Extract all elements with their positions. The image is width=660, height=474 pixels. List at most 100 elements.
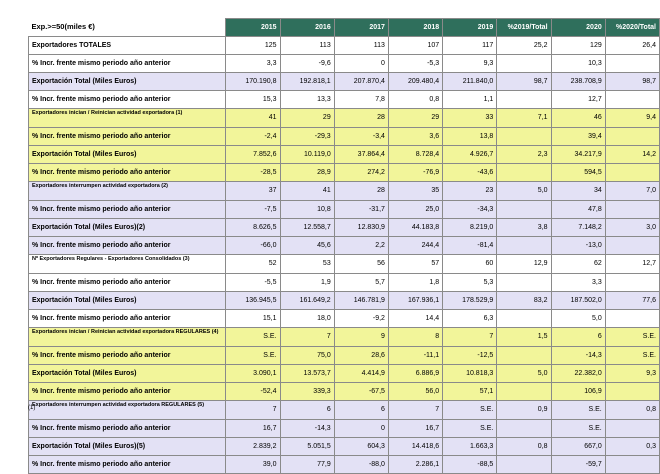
table-cell: 77,9 (279, 455, 335, 474)
table-row: Exportación Total (Miles Euros) 3.090,1 13… (27, 364, 660, 383)
table-cell: 47,8 (550, 200, 606, 219)
row-label: Exportadores interrumpen actividad expor… (27, 400, 227, 420)
table-cell: 6.886,9 (387, 364, 444, 383)
table-cell: 7,0 (604, 181, 660, 201)
table-cell: 125 (225, 36, 281, 55)
table-cell: 238.708,9 (550, 72, 606, 91)
row-label: Exportadores interrumpen actividad expor… (27, 181, 227, 201)
row-label: Exportación Total (Miles Euros) (27, 364, 227, 383)
table-cell: 98,7 (496, 72, 552, 91)
table-cell (604, 163, 660, 182)
table-cell: 9 (333, 327, 389, 347)
table-cell: 16,7 (387, 419, 444, 438)
row-label: % Incr. frente mismo periodo año anterio… (27, 90, 227, 109)
table-cell: -13,0 (550, 236, 606, 255)
table-cell: 28 (333, 181, 389, 201)
table-body: Exportadores TOTALES 125 113 113 107 117 25,2 1… (27, 36, 660, 474)
table-cell: 29 (387, 108, 444, 128)
table-cell: 12,7 (550, 90, 606, 109)
table-cell: 77,6 (604, 291, 660, 310)
table-cell: -11,1 (387, 346, 444, 365)
table-cell: S.E. (442, 419, 498, 438)
table-cell: 1,8 (387, 273, 444, 292)
table-cell: -34,3 (442, 200, 498, 219)
table-cell: 0,8 (496, 437, 552, 456)
table-cell: 22.382,0 (550, 364, 606, 383)
table-cell: 113 (333, 36, 389, 55)
row-label: Exportación Total (Miles Euros) (27, 291, 227, 310)
table-cell: -2,4 (225, 127, 281, 146)
table-cell (604, 273, 660, 292)
table-cell: 44.183,8 (387, 218, 444, 237)
table-cell: 34 (550, 181, 606, 201)
table-cell: 56,0 (387, 382, 444, 401)
table-cell: 604,3 (333, 437, 389, 456)
table-cell: 57 (387, 254, 444, 274)
table-cell: S.E. (604, 346, 660, 365)
row-label: % Incr. frente mismo periodo año anterio… (27, 346, 227, 365)
table-row: Exportadores interrumpen actividad expor… (27, 400, 660, 420)
table-cell: 15,3 (225, 90, 281, 109)
table-cell (496, 346, 552, 365)
table-cell: 28 (333, 108, 389, 128)
table-row: % Incr. frente mismo periodo año anterio… (27, 90, 660, 109)
table-cell: 8 (387, 327, 444, 347)
table-cell (604, 236, 660, 255)
table-cell: 16,7 (225, 419, 281, 438)
table-row: Exportadores inician / Reinician activid… (27, 108, 660, 128)
table-cell: 207.870,4 (333, 72, 389, 91)
table-cell: 46 (550, 108, 606, 128)
row-label: % Incr. frente mismo periodo año anterio… (27, 273, 227, 292)
table-cell: 9,3 (442, 54, 498, 73)
row-label: Exportadores inician / Reinician activid… (27, 108, 227, 128)
table-cell: 0 (333, 419, 389, 438)
row-label: Exportadores inician / Reinician activid… (27, 327, 227, 347)
table-cell: 7,8 (333, 90, 389, 109)
table-cell: -29,3 (279, 127, 335, 146)
table-cell: 26,4 (604, 36, 660, 55)
table-row: % Incr. frente mismo periodo año anterio… (27, 382, 660, 401)
table-cell: -28,5 (225, 163, 281, 182)
table-cell: 9,3 (604, 364, 660, 383)
table-cell (496, 273, 552, 292)
table-cell: 7 (225, 400, 281, 420)
table-cell: 8.626,5 (225, 218, 281, 237)
column-header: %2020/Total (604, 18, 660, 37)
table-cell: 6,3 (442, 309, 498, 328)
table-cell (496, 309, 552, 328)
table-cell (496, 455, 552, 474)
table-cell (604, 419, 660, 438)
table-row: Exportadores interrumpen actividad expor… (27, 181, 660, 201)
table-cell: -52,4 (225, 382, 281, 401)
table-cell: 29 (279, 108, 335, 128)
corner-label: Exp.>=50(miles €) (28, 18, 226, 37)
table-cell: -7,5 (225, 200, 281, 219)
table-cell: 129 (550, 36, 606, 55)
export-data-table: Exp.>=50(miles €) 2015 2016 2017 2018 20… (27, 18, 660, 474)
table-cell (496, 200, 552, 219)
row-label: % Incr. frente mismo periodo año anterio… (27, 419, 227, 438)
table-cell: 1.663,3 (442, 437, 498, 456)
table-row: % Incr. frente mismo periodo año anterio… (27, 419, 660, 438)
table-cell (496, 90, 552, 109)
table-row: Exportación Total (Miles Euros)(2) 8.626,… (27, 218, 660, 237)
table-cell: -12,5 (442, 346, 498, 365)
table-cell: 7,1 (496, 108, 552, 128)
table-cell: 107 (387, 36, 444, 55)
column-header: 2019 (442, 18, 498, 37)
table-cell: 57,1 (442, 382, 498, 401)
table-cell: 211.840,0 (442, 72, 498, 91)
table-cell: 5,0 (496, 181, 552, 201)
table-cell: 41 (225, 108, 281, 128)
table-row: % Incr. frente mismo periodo año anterio… (27, 455, 660, 474)
table-row: % Incr. frente mismo periodo año anterio… (27, 346, 660, 365)
row-label: Exportación Total (Miles Euros) (27, 145, 227, 164)
table-cell: 667,0 (550, 437, 606, 456)
table-cell (604, 309, 660, 328)
table-cell: 10.119,0 (279, 145, 335, 164)
table-cell: 274,2 (333, 163, 389, 182)
table-cell: 187.502,0 (550, 291, 606, 310)
row-label: Nº Exportadores Regulares - Exportadores… (27, 254, 227, 274)
row-label: % Incr. frente mismo periodo año anterio… (27, 54, 227, 73)
table-cell: 209.480,4 (387, 72, 444, 91)
